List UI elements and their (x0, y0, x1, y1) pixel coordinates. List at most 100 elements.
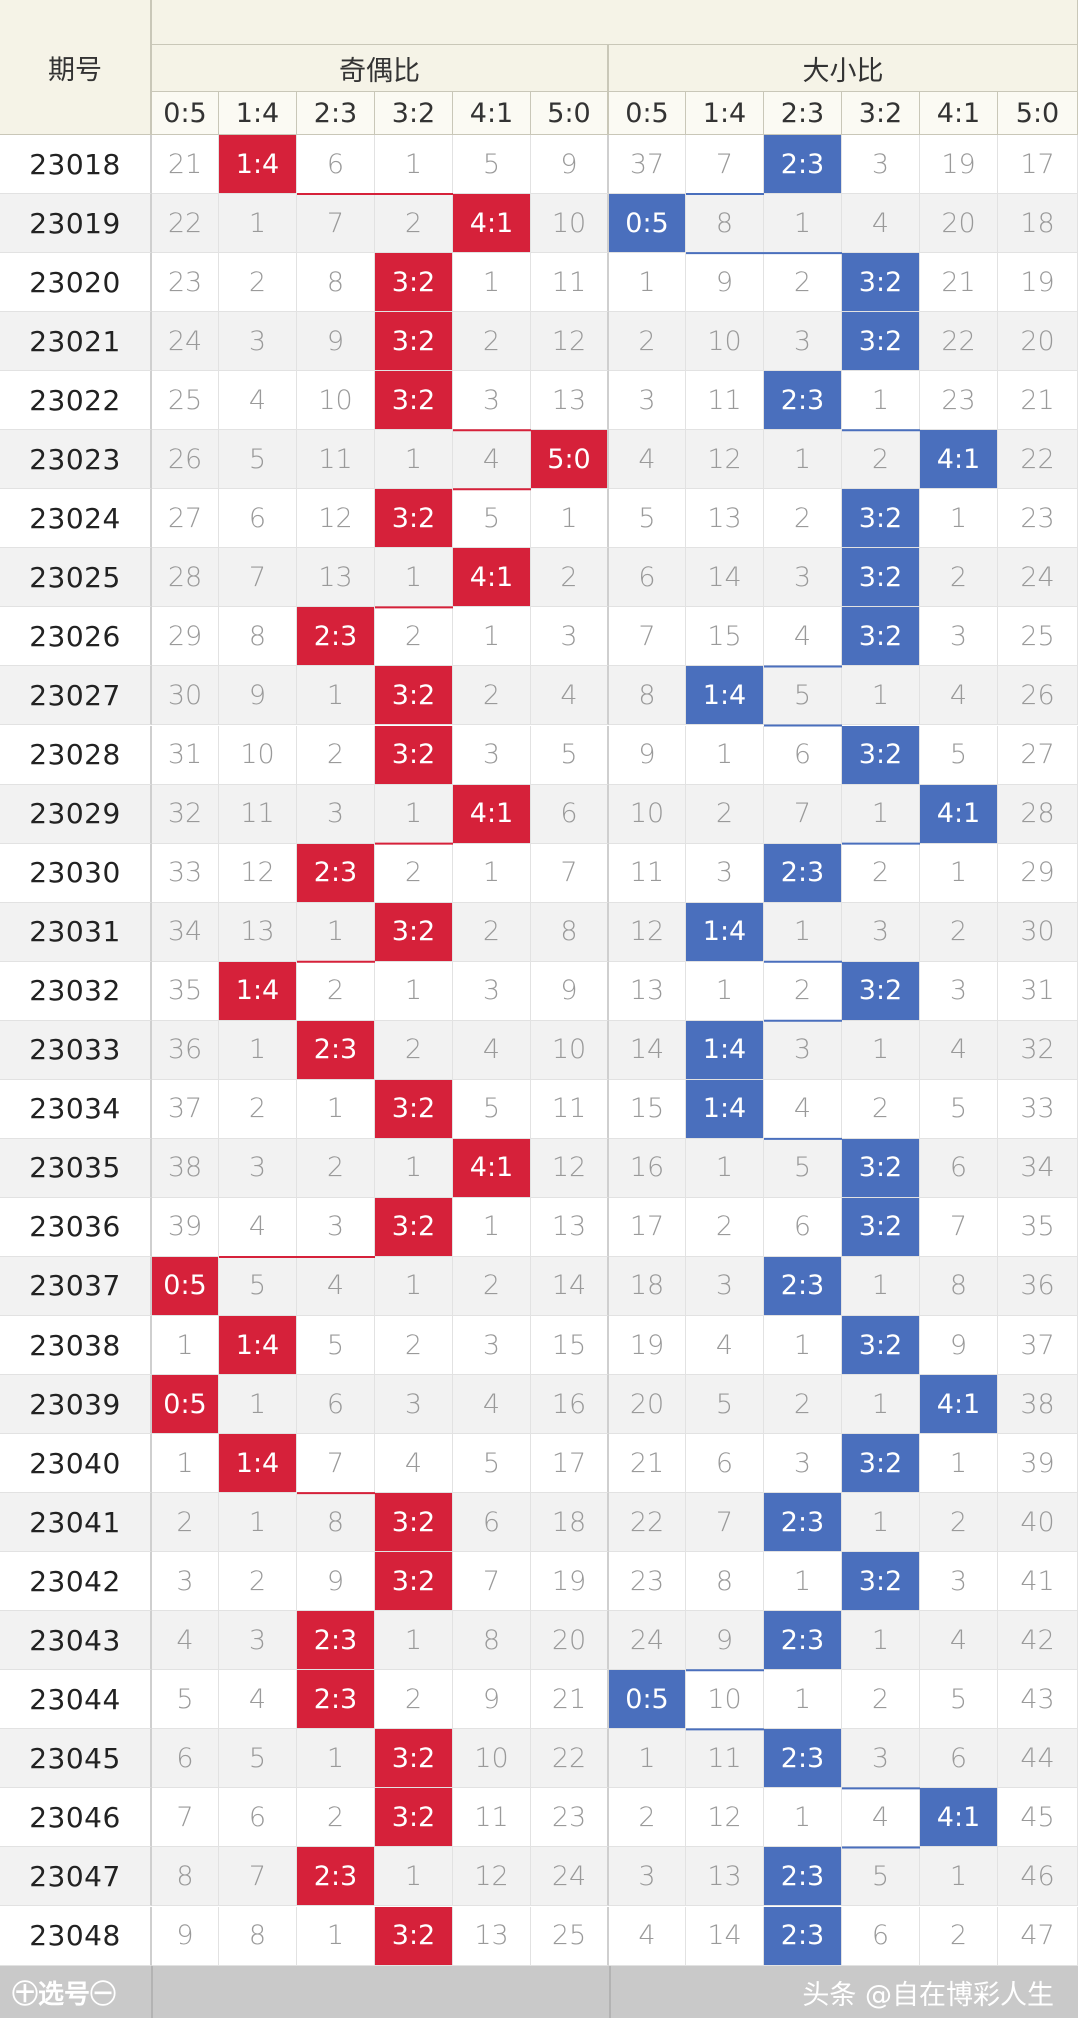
big-small-miss-count: 1 (686, 725, 764, 785)
issue-number: 23045 (0, 1729, 152, 1789)
issue-number: 23040 (0, 1434, 152, 1494)
big-small-miss-count: 3 (920, 961, 998, 1021)
big-small-miss-count: 22 (920, 312, 998, 372)
big-small-miss-count: 7 (764, 784, 842, 844)
odd-even-miss-count: 19 (531, 1552, 609, 1612)
big-small-miss-count: 5 (920, 1079, 998, 1139)
odd-even-miss-count: 5 (453, 1079, 531, 1139)
odd-even-hit-cell: 0:5 (152, 1256, 219, 1316)
odd-even-miss-count: 2 (297, 961, 375, 1021)
odd-even-miss-count: 9 (152, 1906, 219, 1966)
big-small-hit-cell: 4:1 (920, 1788, 998, 1848)
issue-number: 23044 (0, 1670, 152, 1730)
big-small-hit-cell: 2:3 (764, 843, 842, 903)
odd-even-miss-count: 5 (453, 1434, 531, 1494)
big-small-miss-count: 1 (842, 784, 920, 844)
big-small-miss-count: 20 (609, 1375, 686, 1435)
issue-number: 23036 (0, 1197, 152, 1257)
big-small-miss-count: 1 (686, 961, 764, 1021)
big-small-miss-count: 3 (842, 1729, 920, 1789)
big-small-hit-cell: 2:3 (764, 1256, 842, 1316)
issue-number: 23042 (0, 1552, 152, 1612)
odd-even-hit-cell: 1:4 (219, 961, 297, 1021)
odd-even-miss-count: 6 (531, 784, 609, 844)
odd-even-hit-cell: 2:3 (297, 1670, 375, 1730)
odd-even-miss-count: 10 (531, 1020, 609, 1080)
big-small-miss-count: 3 (609, 1847, 686, 1907)
odd-even-miss-count: 6 (152, 1729, 219, 1789)
big-small-miss-count: 46 (998, 1847, 1078, 1907)
big-small-miss-count: 22 (998, 430, 1078, 490)
odd-even-miss-count: 2 (375, 1670, 453, 1730)
big-small-miss-count: 12 (609, 902, 686, 962)
odd-even-miss-count: 13 (453, 1906, 531, 1966)
issue-number: 23046 (0, 1788, 152, 1848)
odd-even-miss-count: 1 (219, 1493, 297, 1553)
odd-even-miss-count: 2 (219, 1079, 297, 1139)
big-small-miss-count: 2 (764, 489, 842, 549)
odd-even-miss-count: 39 (152, 1197, 219, 1257)
odd-even-miss-count: 1 (219, 1375, 297, 1435)
odd-even-miss-count: 1 (375, 1256, 453, 1316)
big-small-hit-cell: 3:2 (842, 312, 920, 372)
odd-even-group-header: 奇偶比 (152, 45, 609, 92)
big-small-miss-count: 4 (609, 1906, 686, 1966)
issue-number: 23022 (0, 371, 152, 431)
odd-even-hit-cell: 1:4 (219, 1434, 297, 1494)
select-number-button[interactable]: ㊉选号㊀ (12, 1979, 117, 2010)
odd-even-miss-count: 5 (152, 1670, 219, 1730)
odd-even-hit-cell: 3:2 (375, 666, 453, 726)
big-small-miss-count: 6 (764, 725, 842, 785)
big-small-miss-count: 2 (920, 1906, 998, 1966)
big-small-miss-count: 1 (764, 1788, 842, 1848)
odd-even-miss-count: 2 (375, 194, 453, 254)
odd-even-miss-count: 5 (219, 1729, 297, 1789)
odd-even-miss-count: 1 (219, 1020, 297, 1080)
big-small-miss-count: 13 (609, 961, 686, 1021)
big-small-miss-count: 17 (609, 1197, 686, 1257)
odd-even-miss-count: 8 (297, 1493, 375, 1553)
big-small-miss-count: 32 (998, 1020, 1078, 1080)
odd-even-miss-count: 20 (531, 1611, 609, 1671)
odd-even-miss-count: 4 (453, 1020, 531, 1080)
header-top-band (152, 0, 1078, 45)
big-small-miss-count: 14 (609, 1020, 686, 1080)
big-small-miss-count: 1 (842, 1256, 920, 1316)
odd-even-miss-count: 2 (297, 725, 375, 785)
odd-even-ratio-header: 0:5 (152, 92, 219, 135)
big-small-group-header: 大小比 (609, 45, 1078, 92)
big-small-miss-count: 4 (686, 1316, 764, 1376)
big-small-miss-count: 6 (764, 1197, 842, 1257)
odd-even-miss-count: 3 (531, 607, 609, 667)
big-small-hit-cell: 3:2 (842, 253, 920, 313)
odd-even-hit-cell: 1:4 (219, 1316, 297, 1376)
big-small-miss-count: 2 (920, 902, 998, 962)
odd-even-miss-count: 7 (152, 1788, 219, 1848)
big-small-miss-count: 4 (842, 194, 920, 254)
issue-number: 23048 (0, 1906, 152, 1966)
odd-even-hit-cell: 2:3 (297, 843, 375, 903)
big-small-hit-cell: 4:1 (920, 430, 998, 490)
big-small-miss-count: 10 (609, 784, 686, 844)
odd-even-miss-count: 24 (152, 312, 219, 372)
big-small-miss-count: 2 (764, 253, 842, 313)
odd-even-miss-count: 5 (453, 489, 531, 549)
issue-number: 23032 (0, 961, 152, 1021)
big-small-miss-count: 1 (609, 1729, 686, 1789)
big-small-miss-count: 8 (609, 666, 686, 726)
big-small-miss-count: 23 (998, 489, 1078, 549)
big-small-miss-count: 8 (920, 1256, 998, 1316)
odd-even-miss-count: 6 (453, 1493, 531, 1553)
odd-even-miss-count: 3 (219, 312, 297, 372)
odd-even-miss-count: 4 (453, 430, 531, 490)
odd-even-miss-count: 4 (375, 1434, 453, 1494)
big-small-hit-cell: 4:1 (920, 1375, 998, 1435)
big-small-miss-count: 6 (686, 1434, 764, 1494)
odd-even-hit-cell: 3:2 (375, 1079, 453, 1139)
big-small-hit-cell: 1:4 (686, 1020, 764, 1080)
odd-even-miss-count: 4 (297, 1256, 375, 1316)
odd-even-miss-count: 12 (531, 312, 609, 372)
odd-even-miss-count: 22 (531, 1729, 609, 1789)
issue-number: 23023 (0, 430, 152, 490)
big-small-miss-count: 6 (920, 1729, 998, 1789)
